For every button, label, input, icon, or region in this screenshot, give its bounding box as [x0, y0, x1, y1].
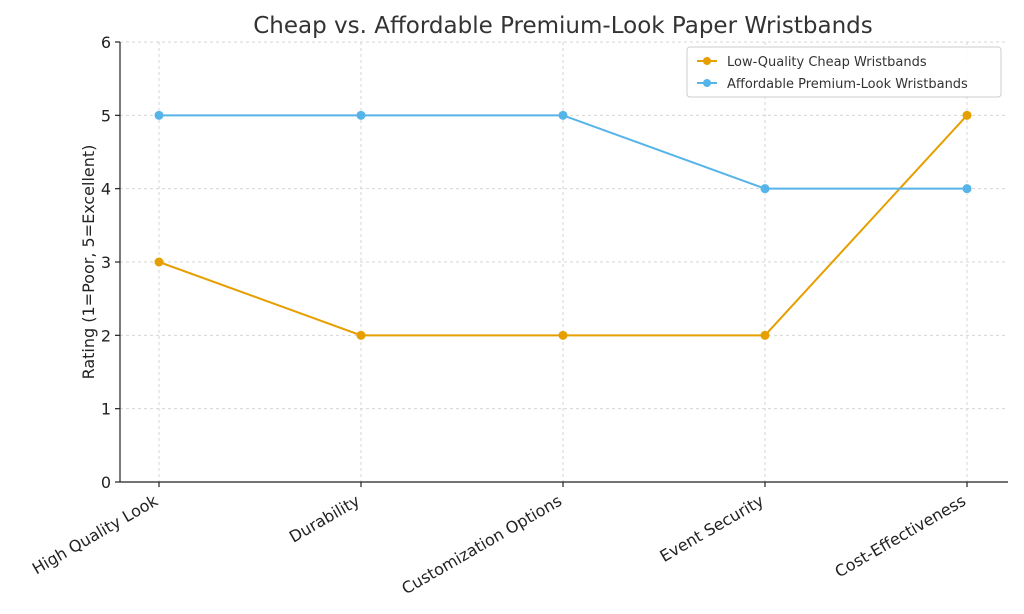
- y-tick-label: 1: [101, 400, 111, 419]
- data-point: [356, 110, 366, 120]
- data-point: [558, 110, 568, 120]
- tick-labels: 0 1 2 3 4 5 6 High Quality Look Durability Custom…: [29, 33, 969, 598]
- series-layer: [154, 110, 972, 340]
- grid: [120, 41, 1008, 483]
- data-point: [154, 110, 164, 120]
- chart-title: Cheap vs. Affordable Premium-Look Paper …: [253, 13, 873, 39]
- data-point: [760, 184, 770, 194]
- y-tick-label: 5: [101, 106, 111, 125]
- x-tick-label: Event Security: [656, 491, 767, 566]
- y-tick-label: 3: [101, 253, 111, 272]
- series-1: [154, 110, 972, 340]
- y-tick-label: 0: [101, 473, 111, 492]
- legend-label: Low-Quality Cheap Wristbands: [727, 55, 927, 70]
- legend-label: Affordable Premium-Look Wristbands: [727, 77, 968, 92]
- legend-marker: [703, 57, 711, 65]
- x-tick-label: Cost-Effectiveness: [831, 491, 969, 581]
- y-tick-label: 4: [101, 180, 111, 199]
- data-point: [558, 330, 568, 340]
- data-point: [356, 330, 366, 340]
- y-tick-label: 2: [101, 326, 111, 345]
- x-tick-label: Durability: [286, 491, 363, 546]
- legend-item-2: Affordable Premium-Look Wristbands: [697, 77, 968, 92]
- legend-marker: [703, 79, 711, 87]
- y-tick-label: 6: [101, 33, 111, 52]
- y-axis-label: Rating (1=Poor, 5=Excellent): [79, 145, 98, 380]
- data-point: [962, 184, 972, 194]
- x-tick-label: High Quality Look: [29, 491, 162, 579]
- legend-item-1: Low-Quality Cheap Wristbands: [697, 55, 927, 70]
- x-tick-label: Customization Options: [398, 491, 565, 598]
- data-point: [154, 257, 164, 267]
- data-point: [962, 110, 972, 120]
- data-point: [760, 330, 770, 340]
- legend-box: [686, 46, 1002, 98]
- series-2: [154, 110, 972, 194]
- legend: Low-Quality Cheap Wristbands Affordable P…: [686, 46, 1002, 98]
- axes: [115, 41, 1008, 487]
